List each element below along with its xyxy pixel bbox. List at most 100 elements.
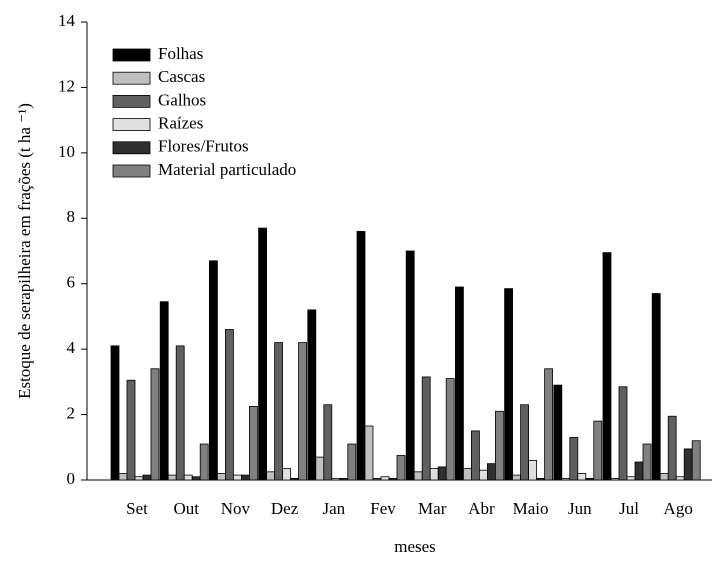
bar bbox=[454, 286, 464, 481]
bar bbox=[331, 477, 341, 481]
bar bbox=[494, 410, 504, 481]
bar bbox=[372, 477, 382, 481]
bar bbox=[290, 477, 300, 481]
bar bbox=[437, 466, 447, 481]
y-tick-label: 0 bbox=[67, 469, 76, 488]
bar bbox=[315, 456, 325, 481]
bar bbox=[429, 468, 439, 481]
bar bbox=[167, 474, 177, 481]
x-tick-label: Nov bbox=[221, 499, 251, 518]
y-tick-label: 4 bbox=[67, 338, 76, 357]
bar bbox=[307, 309, 317, 481]
bar bbox=[561, 477, 571, 481]
bar bbox=[159, 301, 169, 481]
x-tick-label: Maio bbox=[513, 499, 549, 518]
x-tick-label: Fev bbox=[370, 499, 396, 518]
legend-swatch bbox=[112, 164, 151, 178]
legend-swatch bbox=[112, 141, 151, 155]
bar bbox=[274, 342, 284, 481]
bar bbox=[150, 368, 160, 481]
bar bbox=[569, 437, 579, 481]
bar bbox=[175, 345, 185, 481]
y-tick-label: 10 bbox=[58, 142, 75, 161]
bar bbox=[126, 379, 136, 481]
x-axis-label: meses bbox=[394, 537, 436, 556]
bar bbox=[651, 293, 661, 481]
bar bbox=[504, 288, 514, 481]
bar bbox=[528, 459, 537, 481]
bar bbox=[232, 474, 242, 481]
bar bbox=[258, 227, 268, 481]
x-tick-label: Abr bbox=[468, 499, 495, 518]
bar bbox=[634, 461, 644, 481]
legend-label: Flores/Frutos bbox=[158, 137, 249, 156]
bar bbox=[248, 405, 258, 481]
bar bbox=[683, 448, 693, 481]
y-tick-label: 2 bbox=[67, 403, 76, 422]
bar bbox=[183, 474, 193, 481]
bar bbox=[282, 468, 292, 481]
bar bbox=[208, 260, 218, 481]
x-tick-label: Jul bbox=[619, 499, 639, 518]
bar bbox=[536, 477, 545, 481]
bar bbox=[364, 425, 374, 481]
bar bbox=[659, 473, 669, 481]
bar bbox=[142, 474, 152, 481]
bar bbox=[544, 368, 553, 481]
bar bbox=[577, 473, 587, 481]
bar bbox=[413, 471, 423, 481]
x-tick-label: Jun bbox=[568, 499, 592, 518]
bar bbox=[240, 474, 250, 481]
bar bbox=[347, 443, 357, 481]
bar bbox=[593, 420, 603, 481]
x-tick-label: Dez bbox=[271, 499, 299, 518]
bar bbox=[396, 455, 406, 481]
y-tick-label: 14 bbox=[58, 11, 76, 30]
bar bbox=[610, 477, 620, 481]
bar bbox=[675, 476, 685, 481]
bar bbox=[667, 415, 677, 481]
bar bbox=[388, 477, 398, 481]
bar bbox=[380, 476, 390, 481]
y-tick-label: 8 bbox=[67, 207, 76, 226]
bar bbox=[691, 440, 701, 481]
bar bbox=[356, 230, 366, 481]
x-tick-label: Jan bbox=[322, 499, 345, 518]
bar bbox=[298, 342, 308, 481]
bar bbox=[520, 404, 529, 481]
bar bbox=[421, 376, 431, 481]
bar bbox=[323, 404, 333, 481]
y-axis-label: Estoque de serapilheira em frações (t ha… bbox=[15, 103, 34, 399]
bar bbox=[486, 463, 496, 481]
bar bbox=[626, 476, 636, 481]
bar bbox=[134, 476, 144, 481]
bar bbox=[585, 477, 595, 481]
legend-swatch bbox=[112, 118, 151, 131]
bar bbox=[618, 386, 628, 481]
bar bbox=[553, 384, 563, 481]
x-tick-label: Set bbox=[126, 499, 148, 518]
x-tick-label: Mar bbox=[418, 499, 447, 518]
legend-label: Galhos bbox=[158, 90, 206, 109]
bar bbox=[405, 250, 415, 481]
bar bbox=[199, 443, 209, 481]
legend-label: Cascas bbox=[158, 67, 205, 86]
legend-label: Raízes bbox=[158, 114, 203, 133]
bar bbox=[266, 471, 276, 481]
legend-label: Material particulado bbox=[158, 160, 296, 179]
bar bbox=[462, 468, 472, 481]
bar bbox=[602, 252, 612, 481]
x-tick-label: Out bbox=[173, 499, 199, 518]
bar bbox=[110, 345, 120, 481]
bar bbox=[339, 477, 349, 481]
legend-label: Folhas bbox=[158, 44, 203, 63]
legend-swatch bbox=[112, 48, 151, 62]
bar bbox=[118, 473, 128, 481]
legend-swatch bbox=[112, 95, 151, 108]
bar bbox=[445, 378, 455, 481]
bar bbox=[512, 474, 521, 481]
bar bbox=[642, 443, 652, 481]
y-tick-label: 12 bbox=[58, 76, 75, 95]
x-tick-label: Ago bbox=[664, 499, 693, 518]
